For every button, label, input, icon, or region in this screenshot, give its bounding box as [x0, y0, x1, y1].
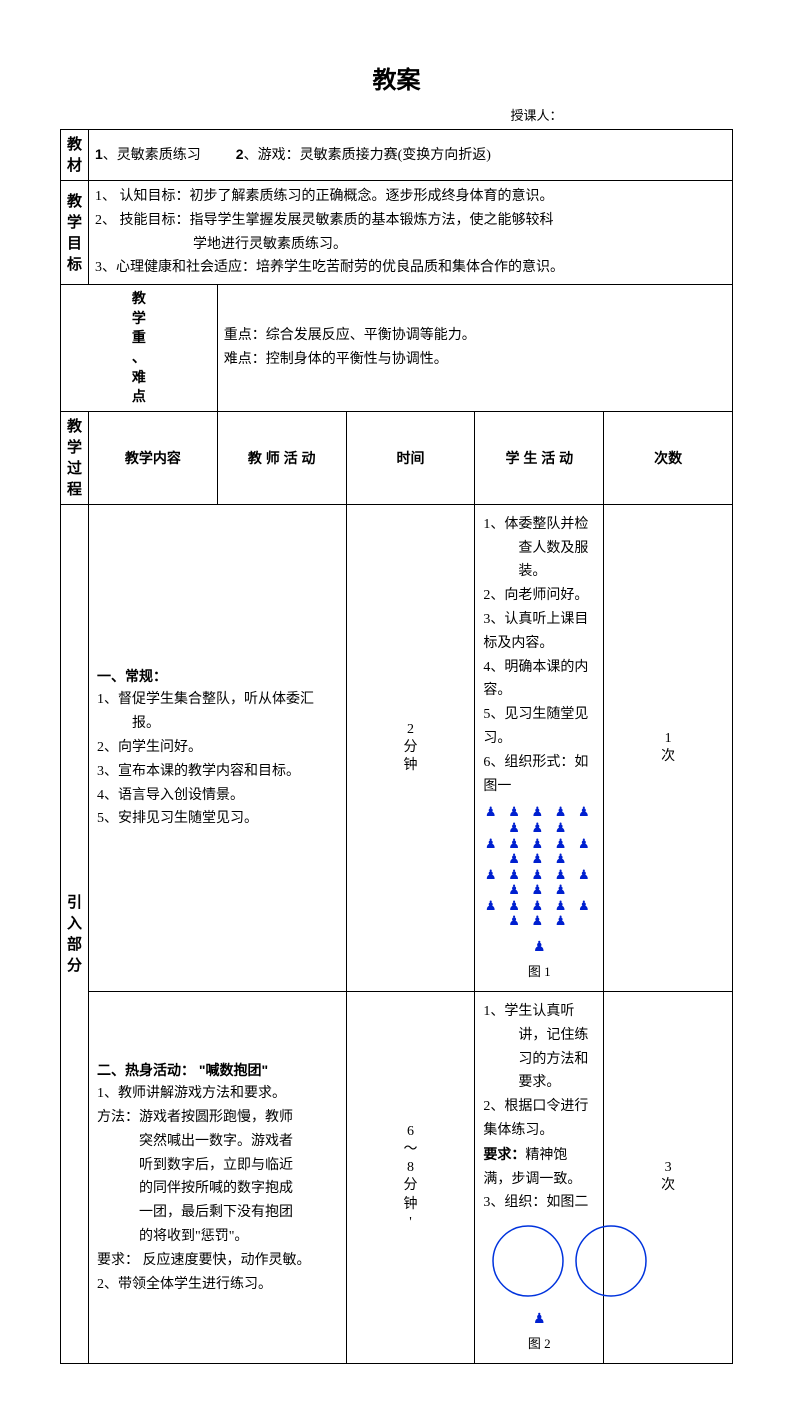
- header-student: 学 生 活 动: [475, 411, 604, 504]
- figure-2-caption: 图 2: [483, 1333, 595, 1355]
- intro-sec1-teacher: 一、常规： 1、督促学生集合整队，听从体委汇报。 2、向学生问好。 3、宣布本课…: [89, 504, 347, 991]
- intro-sec1-student: 1、体委整队并检查人数及服装。 2、向老师问好。 3、认真听上课目标及内容。 4…: [475, 504, 604, 991]
- teacher-icon: ♟: [483, 935, 595, 959]
- page-title: 教案: [60, 60, 733, 95]
- intro-sec1-count: 1次: [604, 504, 733, 991]
- intro-sec2-student: 1、学生认真听讲，记住练习的方法和要求。 2、根据口令进行集体练习。 要求：精神…: [475, 991, 604, 1363]
- goals-content: 1、 认知目标：初步了解素质练习的正确概念。逐步形成终身体育的意识。 2、 技能…: [89, 181, 733, 285]
- figure-1-caption: 图 1: [483, 961, 595, 983]
- label-goals: 教学目标: [61, 181, 89, 285]
- header-inner: 教学内容: [89, 411, 218, 504]
- material-content: 1、灵敏素质练习 2、游戏：灵敏素质接力赛(变换方向折返): [89, 130, 733, 181]
- instructor-line: 授课人：: [340, 105, 733, 124]
- label-material: 教材: [61, 130, 89, 181]
- figure-2: ♟ 图 2: [483, 1221, 595, 1355]
- keypoints-content: 重点：综合发展反应、平衡协调等能力。 难点：控制身体的平衡性与协调性。: [217, 285, 732, 412]
- label-process: 教学过程: [61, 411, 89, 504]
- row-keypoints: 教学重、难点 重点：综合发展反应、平衡协调等能力。 难点：控制身体的平衡性与协调…: [61, 285, 733, 412]
- header-teacher: 教 师 活 动: [217, 411, 346, 504]
- header-count: 次数: [604, 411, 733, 504]
- row-intro-sec2: 二、热身活动： "喊数抱团" 1、教师讲解游戏方法和要求。 方法：游戏者按圆形跑…: [61, 991, 733, 1363]
- row-material: 教材 1、灵敏素质练习 2、游戏：灵敏素质接力赛(变换方向折返): [61, 130, 733, 181]
- row-goals: 教学目标 1、 认知目标：初步了解素质练习的正确概念。逐步形成终身体育的意识。 …: [61, 181, 733, 285]
- figure-1: ♟ ♟ ♟ ♟ ♟ ♟ ♟ ♟ ♟ ♟ ♟ ♟ ♟ ♟ ♟ ♟ ♟ ♟ ♟ ♟ …: [483, 804, 595, 983]
- label-intro: 引入部分: [61, 504, 89, 1363]
- row-process-header: 教学过程 教学内容 教 师 活 动 时间 学 生 活 动 次数: [61, 411, 733, 504]
- row-intro-sec1: 引入部分 一、常规： 1、督促学生集合整队，听从体委汇报。 2、向学生问好。 3…: [61, 504, 733, 991]
- teacher-icon-2: ♟: [483, 1307, 595, 1331]
- intro-sec1-time: 2分钟: [346, 504, 475, 991]
- label-keypoints: 教学重、难点: [61, 285, 218, 412]
- header-time: 时间: [346, 411, 475, 504]
- method-text: 游戏者按圆形跑慢，教师: [139, 1110, 293, 1125]
- intro-sec2-time: 6～8分钟': [346, 991, 475, 1363]
- student-grid-icon: ♟ ♟ ♟ ♟ ♟ ♟ ♟ ♟ ♟ ♟ ♟ ♟ ♟ ♟ ♟ ♟ ♟ ♟ ♟ ♟ …: [483, 804, 595, 929]
- intro-sec2-count: 3次: [604, 991, 733, 1363]
- intro-sec2-teacher: 二、热身活动： "喊数抱团" 1、教师讲解游戏方法和要求。 方法：游戏者按圆形跑…: [89, 991, 347, 1363]
- lesson-plan-table: 教材 1、灵敏素质练习 2、游戏：灵敏素质接力赛(变换方向折返) 教学目标 1、…: [60, 129, 733, 1364]
